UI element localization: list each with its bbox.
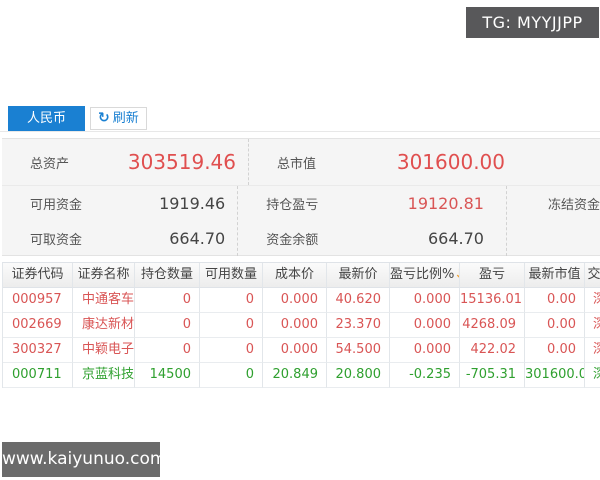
total-market-label: 总市值 <box>277 156 317 172</box>
position-pl-value: 19120.81 <box>407 194 484 213</box>
summary-row-totals: 总资产 303519.46 总市值 301600.00 <box>2 139 600 186</box>
cell-pl-pct: 0.000 <box>390 313 460 338</box>
refresh-button[interactable]: ↻ 刷新 <box>90 107 147 130</box>
summary-col-funds: 可用资金 1919.46 可取资金 664.70 <box>2 186 237 256</box>
position-pl-label: 持仓盈亏 <box>266 198 319 213</box>
cell-avail: 0 <box>200 288 263 313</box>
cell-code: 000711 <box>3 363 73 388</box>
cell-market: 深圳Ａ股 <box>585 363 600 388</box>
summary-col-pl: 持仓盈亏 19120.81 资金余额 664.70 <box>237 186 506 256</box>
header-security-name[interactable]: 证券名称 <box>73 263 135 288</box>
cell-mkt-value: 0.00 <box>525 313 585 338</box>
tab-rmb[interactable]: 人民币 <box>8 106 85 131</box>
header-cost-price[interactable]: 成本价 <box>263 263 327 288</box>
table-row[interactable]: 000957 中通客车 0 0 0.000 40.620 0.000 15136… <box>3 288 600 313</box>
cell-cost: 0.000 <box>263 288 327 313</box>
cell-code: 000957 <box>3 288 73 313</box>
cell-code: 300327 <box>3 338 73 363</box>
table-row[interactable]: 002669 康达新材 0 0 0.000 23.370 0.000 4268.… <box>3 313 600 338</box>
cell-avail: 0 <box>200 363 263 388</box>
cell-price: 20.800 <box>327 363 390 388</box>
cell-name: 中通客车 <box>73 288 135 313</box>
cell-pl: 4268.09 <box>460 313 525 338</box>
holdings-table: 证券代码 证券名称 持仓数量 可用数量 成本价 最新价 盈亏比例%↓ 盈亏 最新… <box>2 262 600 388</box>
fund-balance-value: 664.70 <box>428 229 484 248</box>
cell-qty: 0 <box>135 338 200 363</box>
cell-avail: 0 <box>200 338 263 363</box>
total-assets-label: 总资产 <box>30 156 70 172</box>
cell-market: 深圳Ａ股 <box>585 338 600 363</box>
cell-market: 深圳Ａ股 <box>585 288 600 313</box>
tg-contact-badge: TG: MYYJJPP <box>466 7 599 38</box>
withdrawable-funds-label: 可取资金 <box>30 233 83 248</box>
cell-qty: 0 <box>135 288 200 313</box>
holdings-header-row: 证券代码 证券名称 持仓数量 可用数量 成本价 最新价 盈亏比例%↓ 盈亏 最新… <box>3 263 600 288</box>
cell-pl: 15136.01 <box>460 288 525 313</box>
cell-pl-pct: 0.000 <box>390 288 460 313</box>
cell-name: 康达新材 <box>73 313 135 338</box>
table-row[interactable]: 300327 中颖电子 0 0 0.000 54.500 0.000 422.0… <box>3 338 600 363</box>
sort-descending-icon: ↓ <box>454 267 459 282</box>
cell-avail: 0 <box>200 313 263 338</box>
header-pl-ratio[interactable]: 盈亏比例%↓ <box>390 263 460 288</box>
header-pl-ratio-label: 盈亏比例% <box>390 267 455 282</box>
table-row[interactable]: 000711 京蓝科技 14500 0 20.849 20.800 -0.235… <box>3 363 600 388</box>
summary-col-frozen: 冻结资金 <box>505 186 600 256</box>
header-latest-price[interactable]: 最新价 <box>327 263 390 288</box>
cell-code: 002669 <box>3 313 73 338</box>
available-funds-label: 可用资金 <box>30 198 83 213</box>
cell-price: 54.500 <box>327 338 390 363</box>
cell-pl-pct: 0.000 <box>390 338 460 363</box>
cell-cost: 0.000 <box>263 338 327 363</box>
header-available-qty[interactable]: 可用数量 <box>200 263 263 288</box>
header-pl[interactable]: 盈亏 <box>460 263 525 288</box>
site-watermark: www.kaiyunuo.com <box>2 442 166 477</box>
cell-cost: 20.849 <box>263 363 327 388</box>
withdrawable-funds-value: 664.70 <box>169 229 226 248</box>
tab-bar: 人民币 ↻ 刷新 <box>0 106 600 132</box>
cell-cost: 0.000 <box>263 313 327 338</box>
cell-market: 深圳Ａ股 <box>585 313 600 338</box>
cell-mkt-value: 0.00 <box>525 288 585 313</box>
cell-qty: 0 <box>135 313 200 338</box>
tab-divider <box>0 131 600 132</box>
account-summary-panel: 总资产 303519.46 总市值 301600.00 可用资金 1919.46… <box>2 138 600 256</box>
header-trading-market[interactable]: 交易市场 <box>585 263 600 288</box>
available-funds-value: 1919.46 <box>159 194 226 213</box>
cell-mkt-value: 0.00 <box>525 338 585 363</box>
holdings-body: 000957 中通客车 0 0 0.000 40.620 0.000 15136… <box>3 288 600 388</box>
cell-pl: -705.31 <box>460 363 525 388</box>
fund-balance-label: 资金余额 <box>266 233 319 248</box>
header-position-qty[interactable]: 持仓数量 <box>135 263 200 288</box>
cell-pl-pct: -0.235 <box>390 363 460 388</box>
cell-mkt-value: 301600.00 <box>525 363 585 388</box>
header-security-code[interactable]: 证券代码 <box>3 263 73 288</box>
frozen-funds-label: 冻结资金 <box>547 198 600 213</box>
cell-price: 40.620 <box>327 288 390 313</box>
total-assets-cell: 总资产 303519.46 <box>2 139 248 185</box>
cell-qty: 14500 <box>135 363 200 388</box>
cell-pl: 422.02 <box>460 338 525 363</box>
refresh-icon: ↻ <box>98 110 110 126</box>
cell-name: 中颖电子 <box>73 338 135 363</box>
cell-price: 23.370 <box>327 313 390 338</box>
total-assets-value: 303519.46 <box>127 150 236 174</box>
total-market-value: 301600.00 <box>396 150 505 174</box>
cell-name: 京蓝科技 <box>73 363 135 388</box>
refresh-button-label: 刷新 <box>112 111 139 126</box>
header-market-value[interactable]: 最新市值 <box>525 263 585 288</box>
summary-detail-grid: 可用资金 1919.46 可取资金 664.70 持仓盈亏 19120.81 资… <box>2 186 600 256</box>
total-market-cell: 总市值 301600.00 <box>248 139 600 185</box>
